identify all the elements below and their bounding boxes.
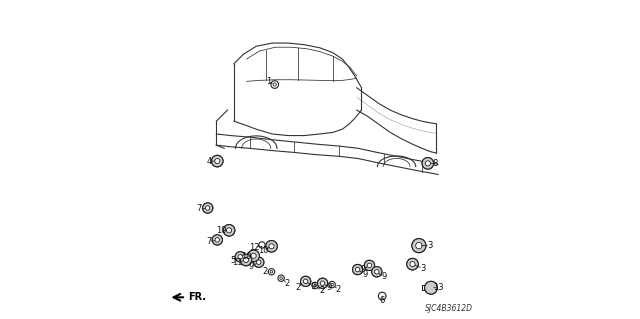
Circle shape — [227, 228, 232, 233]
Text: 2: 2 — [319, 286, 324, 295]
Circle shape — [367, 263, 372, 268]
Circle shape — [317, 278, 328, 288]
Text: 2: 2 — [336, 285, 341, 294]
Circle shape — [266, 241, 277, 252]
Circle shape — [223, 225, 235, 236]
Circle shape — [253, 257, 264, 267]
Circle shape — [243, 257, 248, 263]
Circle shape — [203, 203, 213, 213]
Circle shape — [215, 159, 220, 164]
Text: 7: 7 — [196, 204, 202, 213]
Circle shape — [424, 281, 437, 294]
Text: 2: 2 — [262, 267, 268, 276]
Circle shape — [303, 279, 308, 284]
Circle shape — [301, 276, 311, 286]
Circle shape — [212, 155, 223, 167]
Circle shape — [374, 270, 379, 274]
Text: 6: 6 — [380, 296, 385, 305]
Circle shape — [412, 239, 426, 253]
Circle shape — [425, 161, 430, 166]
Circle shape — [238, 255, 243, 259]
Circle shape — [410, 262, 415, 267]
Text: 9: 9 — [381, 272, 387, 281]
Circle shape — [251, 253, 256, 258]
Text: 3: 3 — [428, 241, 433, 250]
Circle shape — [205, 206, 210, 210]
Circle shape — [407, 258, 419, 270]
Text: 3: 3 — [420, 264, 426, 273]
Text: 1: 1 — [266, 77, 271, 86]
Text: 11: 11 — [232, 258, 243, 267]
Text: 13: 13 — [433, 283, 444, 292]
Circle shape — [422, 158, 433, 169]
Circle shape — [235, 252, 245, 262]
Text: 10: 10 — [216, 226, 227, 235]
Text: 4: 4 — [206, 157, 212, 166]
Text: 9: 9 — [327, 283, 332, 292]
Circle shape — [215, 238, 220, 242]
Text: 9: 9 — [249, 262, 254, 271]
Text: 10: 10 — [259, 246, 269, 255]
Text: 8: 8 — [433, 159, 438, 168]
Text: 2: 2 — [285, 279, 290, 288]
Circle shape — [353, 264, 363, 275]
Circle shape — [372, 267, 382, 277]
Text: 10: 10 — [241, 252, 252, 261]
Text: 9: 9 — [310, 282, 316, 291]
Text: 9: 9 — [360, 265, 365, 274]
Circle shape — [248, 250, 259, 262]
Text: FR.: FR. — [189, 292, 207, 302]
Text: SJC4B3612D: SJC4B3612D — [425, 304, 473, 313]
Circle shape — [364, 260, 374, 271]
Circle shape — [212, 235, 222, 245]
Circle shape — [320, 281, 324, 286]
Text: 12: 12 — [249, 243, 260, 252]
Circle shape — [240, 254, 252, 266]
Text: 7: 7 — [206, 237, 212, 246]
Text: 2: 2 — [295, 283, 300, 292]
Text: 5: 5 — [230, 256, 236, 265]
Circle shape — [416, 242, 422, 249]
Circle shape — [269, 244, 274, 249]
Circle shape — [355, 267, 360, 272]
Circle shape — [257, 260, 261, 264]
Text: 9: 9 — [362, 270, 367, 279]
